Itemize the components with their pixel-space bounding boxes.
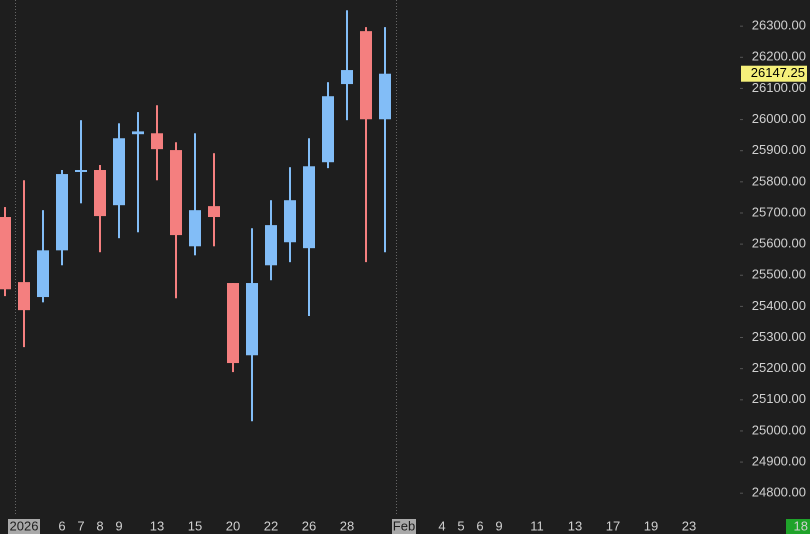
candle-body: [322, 96, 334, 163]
x-tick-label: 7: [77, 518, 84, 533]
candle-body: [0, 217, 11, 290]
y-tick-label: 25100.00: [752, 391, 806, 406]
x-tick-label: 4: [438, 518, 445, 533]
y-tick-label: 25000.00: [752, 422, 806, 437]
y-tick-label: 26000.00: [752, 111, 806, 126]
y-tick-label: 25300.00: [752, 329, 806, 344]
y-tick-label: 26300.00: [752, 18, 806, 33]
candle-body: [360, 31, 372, 120]
candle-body: [170, 150, 182, 236]
candle-body: [227, 283, 239, 364]
x-label-highlight: [392, 519, 416, 534]
candle-body: [37, 250, 49, 298]
x-tick-label: 11: [530, 518, 544, 533]
x-tick-label: 20: [226, 518, 240, 533]
y-tick-label: 24900.00: [752, 454, 806, 469]
y-tick-label: 25700.00: [752, 204, 806, 219]
x-label-highlight: [8, 519, 40, 534]
candle-body: [189, 210, 201, 247]
x-tick-label: 5: [457, 518, 464, 533]
y-tick-label: 25500.00: [752, 267, 806, 282]
x-tick-label: 6: [476, 518, 483, 533]
y-tick-label: 25800.00: [752, 173, 806, 188]
x-tick-label: 26: [302, 518, 316, 533]
y-tick-label: 26100.00: [752, 80, 806, 95]
candle-body: [284, 200, 296, 243]
x-tick-label: 6: [58, 518, 65, 533]
x-tick-label: Feb: [393, 518, 415, 533]
x-tick-label: 9: [115, 518, 122, 533]
x-tick-label: 13: [568, 518, 582, 533]
corner-badge: 18: [794, 518, 808, 533]
candle-body: [379, 73, 391, 120]
candle-body: [75, 170, 87, 173]
candle-body: [18, 282, 30, 311]
candle-body: [265, 225, 277, 266]
y-tick-label: 24800.00: [752, 485, 806, 500]
x-tick-label: 23: [682, 518, 696, 533]
x-tick-label: 8: [96, 518, 103, 533]
y-tick-label: 25600.00: [752, 236, 806, 251]
last-price-label: 26147.25: [751, 65, 805, 80]
candle-body: [132, 131, 144, 135]
candle-body: [151, 133, 163, 150]
candle-body: [341, 70, 353, 85]
x-tick-label: 22: [264, 518, 278, 533]
y-tick-label: 26200.00: [752, 49, 806, 64]
candle-body: [246, 283, 258, 356]
candle-body: [113, 138, 125, 206]
x-tick-label: 9: [495, 518, 502, 533]
candle-body: [94, 170, 106, 217]
corner-badge-box: [786, 519, 810, 534]
candle-body: [208, 206, 220, 218]
y-tick-label: 25900.00: [752, 142, 806, 157]
x-tick-label: 28: [340, 518, 354, 533]
x-tick-label: 19: [644, 518, 658, 533]
y-tick-label: 25400.00: [752, 298, 806, 313]
x-tick-label: 15: [188, 518, 202, 533]
last-price-box: [741, 65, 807, 82]
x-tick-label: 17: [606, 518, 620, 533]
y-tick-label: 25200.00: [752, 360, 806, 375]
x-tick-label: 2026: [10, 518, 39, 533]
candle-body: [56, 174, 68, 251]
x-tick-label: 13: [150, 518, 164, 533]
candle-body: [303, 166, 315, 249]
